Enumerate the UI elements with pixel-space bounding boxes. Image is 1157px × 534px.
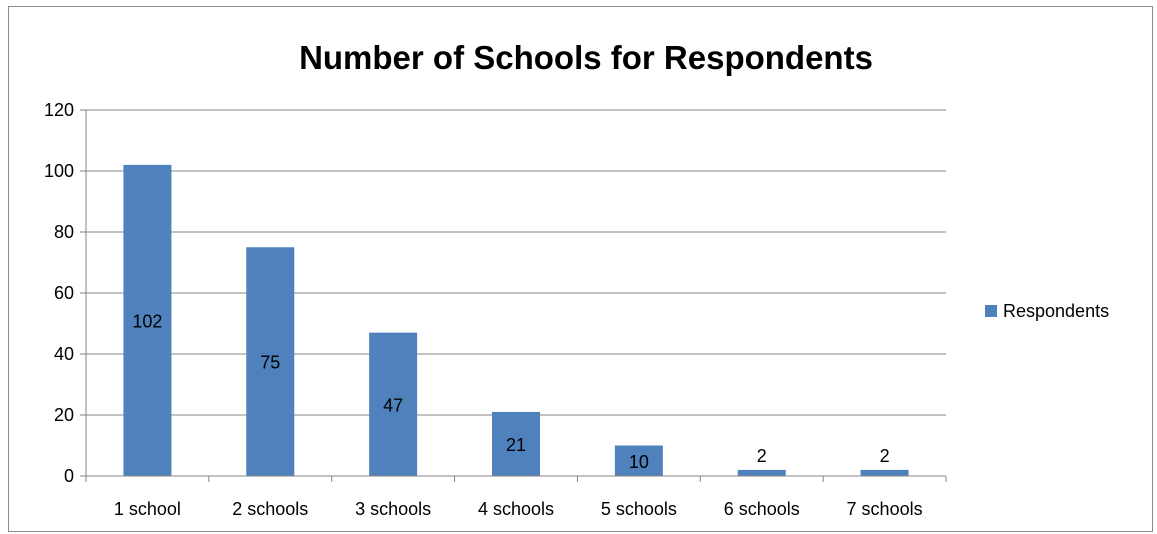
bar [123,164,172,476]
gridlines [86,109,946,416]
data-label: 102 [132,311,162,331]
y-tick-label: 80 [54,222,74,242]
bar [246,247,295,476]
y-tick-label: 60 [54,283,74,303]
chart-frame: Number of Schools for Respondents 102 75 4… [8,6,1153,532]
data-label: 21 [506,435,526,455]
bars [123,164,909,476]
data-label: 47 [383,395,403,415]
x-tick-label: 1 school [114,499,181,519]
legend-label-respondents: Respondents [1003,301,1109,321]
y-tick-label: 100 [44,161,74,181]
y-tick-label: 120 [44,100,74,120]
axes: 0 20 40 60 80 100 120 1 school 2 schools 3 school… [44,100,947,519]
x-tick-label: 2 schools [232,499,308,519]
x-tick-label: 3 schools [355,499,431,519]
bar [614,445,663,476]
data-label: 10 [629,452,649,472]
x-tick-label: 7 schools [847,499,923,519]
bar [369,332,418,476]
data-label: 2 [757,446,767,466]
data-label: 2 [880,446,890,466]
chart-title: Number of Schools for Respondents [299,39,873,76]
y-tick-label: 20 [54,405,74,425]
bar [860,469,909,476]
x-tick-label: 5 schools [601,499,677,519]
x-tick-label: 6 schools [724,499,800,519]
legend-swatch-respondents [985,305,997,317]
y-tick-label: 40 [54,344,74,364]
x-tick-label: 4 schools [478,499,554,519]
y-tick-label: 0 [64,466,74,486]
legend: Respondents [985,301,1109,321]
bar [737,469,786,476]
bar-chart: Number of Schools for Respondents 102754… [44,39,1109,519]
data-label: 75 [260,353,280,373]
bar [492,411,540,476]
